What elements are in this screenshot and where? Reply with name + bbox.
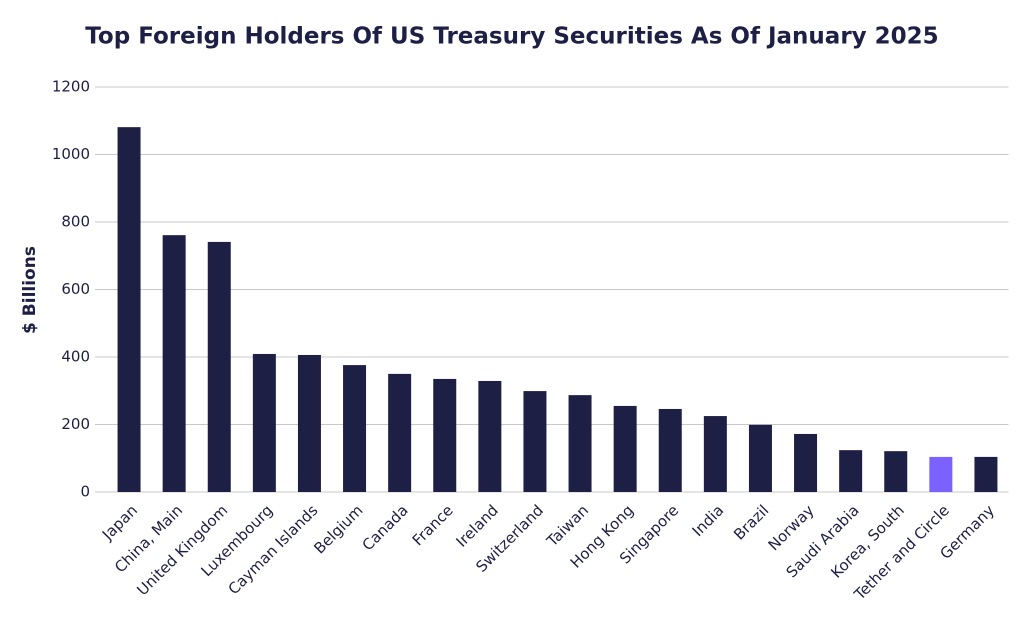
bar [748,424,772,492]
bar [839,450,863,492]
x-tick-label: Belgium [310,501,366,557]
x-tick-label: France [409,501,457,549]
x-tick-label: India [689,501,728,540]
bar [884,451,908,492]
y-axis-label: $ Billions [20,246,40,334]
bar [658,408,682,492]
chart-title: Top Foreign Holders Of US Treasury Secur… [85,24,938,50]
bar [568,395,592,492]
bar [523,391,547,492]
y-tick-label: 600 [61,280,90,298]
y-tick-label: 1000 [52,145,90,163]
bar [433,378,457,492]
x-tick-label: Canada [359,501,412,554]
y-tick-label: 200 [61,415,90,433]
bar [974,456,998,492]
bar [703,416,727,492]
x-tick-label: Brazil [730,501,772,543]
bar [343,365,367,492]
bar [207,241,231,492]
bar [478,380,502,492]
y-tick-label: 400 [61,348,90,366]
y-tick-label: 0 [80,483,90,501]
bar [252,353,276,492]
bar [297,354,321,492]
bar [388,373,412,492]
bar [162,235,186,492]
bar [794,433,818,492]
bar [613,405,637,492]
y-tick-label: 1200 [52,78,90,96]
x-tick-label: Japan [98,501,141,544]
bar [117,127,141,492]
y-tick-label: 800 [61,213,90,231]
bar [929,456,953,492]
